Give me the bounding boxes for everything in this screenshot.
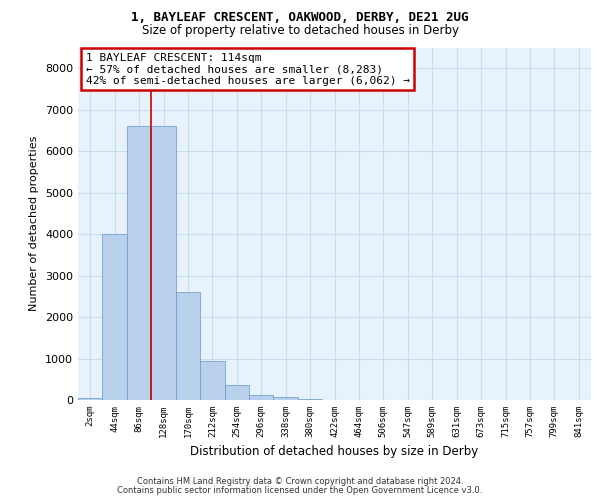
Bar: [176, 292, 200, 400]
Bar: [200, 360, 224, 400]
Bar: [249, 396, 274, 400]
Bar: [298, 399, 322, 400]
X-axis label: Distribution of detached houses by size in Derby: Distribution of detached houses by size …: [190, 446, 479, 458]
Text: Size of property relative to detached houses in Derby: Size of property relative to detached ho…: [142, 24, 458, 37]
Bar: [224, 386, 249, 400]
Text: Contains HM Land Registry data © Crown copyright and database right 2024.: Contains HM Land Registry data © Crown c…: [137, 477, 463, 486]
Bar: [78, 398, 103, 400]
Bar: [274, 397, 298, 400]
Bar: [151, 126, 176, 400]
Text: 1, BAYLEAF CRESCENT, OAKWOOD, DERBY, DE21 2UG: 1, BAYLEAF CRESCENT, OAKWOOD, DERBY, DE2…: [131, 11, 469, 24]
Text: 1 BAYLEAF CRESCENT: 114sqm
← 57% of detached houses are smaller (8,283)
42% of s: 1 BAYLEAF CRESCENT: 114sqm ← 57% of deta…: [86, 53, 410, 86]
Bar: [103, 234, 127, 400]
Text: Contains public sector information licensed under the Open Government Licence v3: Contains public sector information licen…: [118, 486, 482, 495]
Y-axis label: Number of detached properties: Number of detached properties: [29, 136, 40, 312]
Bar: [127, 126, 151, 400]
